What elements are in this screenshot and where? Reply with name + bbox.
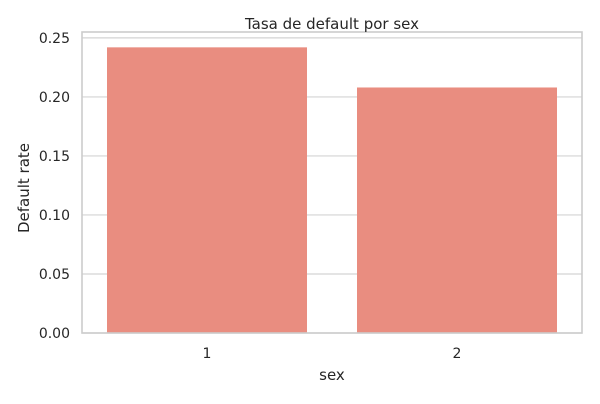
y-tick-label: 0.15	[39, 149, 70, 165]
y-tick-labels: 0.00 0.05 0.10 0.15 0.20 0.25	[39, 31, 70, 342]
y-tick-label: 0.20	[39, 90, 70, 106]
chart-title: Tasa de default por sex	[244, 15, 419, 33]
y-tick-label: 0.00	[39, 326, 70, 342]
bars	[107, 47, 557, 334]
plot-frame	[81, 31, 583, 334]
x-axis-label: sex	[319, 366, 345, 384]
bar-2	[357, 87, 557, 334]
y-tick-label: 0.05	[39, 267, 70, 283]
x-tick-label: 2	[453, 346, 462, 362]
y-tick-label: 0.10	[39, 208, 70, 224]
y-tick-label: 0.25	[39, 31, 70, 47]
x-tick-label: 1	[203, 346, 212, 362]
y-axis-label: Default rate	[15, 143, 33, 233]
bar-1	[107, 47, 307, 334]
